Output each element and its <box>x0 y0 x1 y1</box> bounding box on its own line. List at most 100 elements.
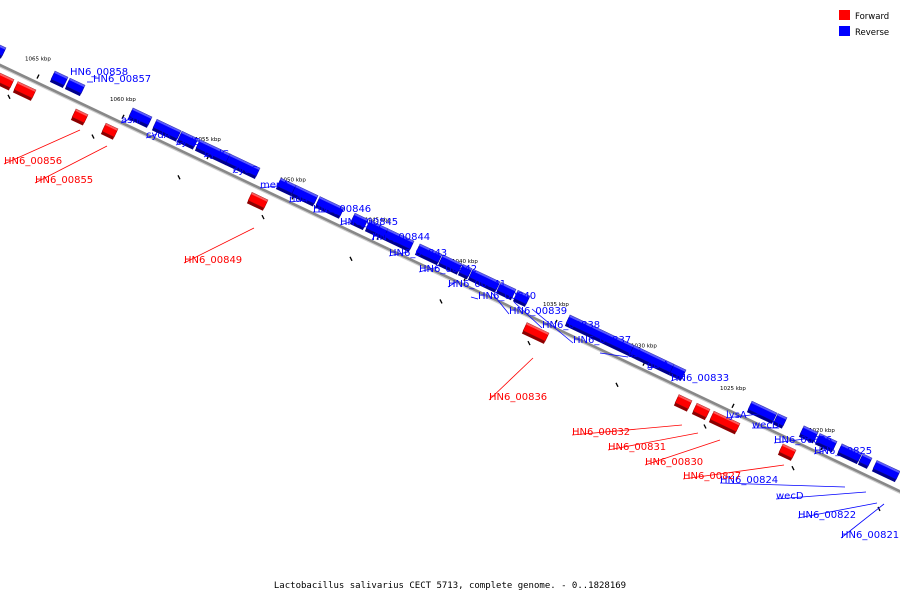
reverse-gene-box[interactable] <box>349 212 369 231</box>
forward-gene-label[interactable]: HN6_00832 <box>572 427 630 438</box>
track-dash <box>439 299 443 304</box>
track-dash <box>261 214 265 220</box>
track-dash <box>791 465 795 471</box>
forward-gene-label[interactable]: HN6_00855 <box>35 175 93 186</box>
reverse-gene-box[interactable] <box>564 314 635 357</box>
reverse-gene-label[interactable]: galA <box>647 360 669 371</box>
reverse-gene-box[interactable] <box>457 263 473 280</box>
reverse-gene-label[interactable]: HN6_00858 <box>70 67 128 78</box>
reverse-gene-label[interactable]: HN6_00857 <box>93 74 151 85</box>
reverse-gene-box[interactable] <box>628 344 675 376</box>
forward-gene-box[interactable] <box>673 394 693 412</box>
forward-gene-box[interactable] <box>12 81 37 101</box>
reverse-gene-box[interactable] <box>176 130 199 150</box>
reverse-gene-label-leader <box>599 352 629 358</box>
reverse-gene-box[interactable] <box>127 107 153 128</box>
forward-gene-label[interactable]: HN6_00836 <box>489 392 547 403</box>
scale-tick <box>554 319 558 325</box>
reverse-gene-box[interactable] <box>382 228 415 252</box>
reverse-gene-box[interactable] <box>772 413 788 429</box>
reverse-gene-label-leader <box>447 281 457 288</box>
forward-gene-label[interactable]: HN6_00856 <box>4 156 62 167</box>
forward-gene-label[interactable]: HN6_00849 <box>184 255 242 266</box>
reverse-gene-box[interactable] <box>495 281 517 301</box>
reverse-gene-box[interactable] <box>224 153 261 180</box>
reverse-gene-label-leader <box>719 482 846 488</box>
forward-gene-box[interactable] <box>521 322 550 344</box>
genome-backbone <box>0 63 900 493</box>
reverse-gene-box[interactable] <box>467 268 501 293</box>
reverse-gene-label[interactable]: ndh <box>289 194 308 205</box>
reverse-gene-box[interactable] <box>857 453 873 469</box>
forward-gene-box[interactable] <box>246 192 269 211</box>
reverse-gene-label[interactable]: cydC <box>204 149 229 160</box>
reverse-gene-label[interactable]: ssl <box>628 349 641 360</box>
reverse-gene-label[interactable]: lysA <box>726 410 747 421</box>
reverse-gene-box[interactable] <box>290 184 319 207</box>
reverse-gene-box[interactable] <box>746 400 778 424</box>
reverse-gene-box[interactable] <box>0 42 7 59</box>
reverse-gene-label[interactable]: HN6_00821 <box>841 530 899 541</box>
reverse-gene-label[interactable]: HN6_00843 <box>389 248 447 259</box>
reverse-gene-box[interactable] <box>871 460 900 483</box>
reverse-gene-label[interactable]: cydA <box>146 130 171 141</box>
reverse-gene-label[interactable]: HN6_00824 <box>720 475 778 486</box>
forward-gene-box[interactable] <box>0 72 15 91</box>
reverse-gene-box[interactable] <box>836 443 863 465</box>
reverse-gene-box[interactable] <box>437 254 463 275</box>
reverse-gene-label-leader <box>388 251 409 257</box>
reverse-gene-label-leader <box>491 292 510 315</box>
forward-gene-label[interactable]: HN6_00827 <box>683 471 741 482</box>
legend-reverse-swatch <box>839 26 850 36</box>
forward-gene-box[interactable] <box>100 122 119 140</box>
reverse-gene-box[interactable] <box>64 77 86 97</box>
reverse-gene-label[interactable]: HN6_00825 <box>814 446 872 457</box>
reverse-gene-label-leader <box>531 308 574 344</box>
forward-gene-box[interactable] <box>70 108 89 126</box>
reverse-gene-label[interactable]: HN6_00822 <box>798 510 856 521</box>
reverse-gene-label[interactable]: HN6_00838 <box>542 320 600 331</box>
reverse-gene-label[interactable]: HN6_00833 <box>671 373 729 384</box>
legend-reverse-label: Reverse <box>855 28 889 38</box>
reverse-gene-label[interactable]: cydB <box>176 137 201 148</box>
reverse-gene-box[interactable] <box>194 139 232 166</box>
reverse-gene-label[interactable]: HN6_00844 <box>372 232 430 243</box>
reverse-gene-label[interactable]: HN6_00841 <box>448 279 506 290</box>
forward-gene-label-leader <box>571 424 683 436</box>
scale-tick-label: 1030 kbp <box>631 344 657 350</box>
reverse-gene-box[interactable] <box>49 70 69 89</box>
reverse-gene-label[interactable]: asnA <box>121 115 146 126</box>
reverse-gene-label[interactable]: HN6_00840 <box>478 291 536 302</box>
reverse-gene-label-leader <box>175 140 187 146</box>
reverse-gene-label-leader <box>339 218 361 226</box>
forward-gene-box[interactable] <box>691 402 711 421</box>
reverse-gene-box[interactable] <box>814 433 838 453</box>
backbone-shadow <box>0 65 900 495</box>
reverse-gene-label[interactable]: HN6_00842 <box>419 264 477 275</box>
forward-gene-box[interactable] <box>777 443 797 461</box>
reverse-gene-box[interactable] <box>512 290 531 307</box>
forward-gene-label[interactable]: HN6_00831 <box>608 442 666 453</box>
reverse-gene-label[interactable]: HN6_00826 <box>774 435 832 446</box>
reverse-gene-label[interactable]: menA <box>260 180 289 191</box>
reverse-gene-label[interactable]: cydC <box>233 165 258 176</box>
reverse-gene-box[interactable] <box>151 119 182 142</box>
scale-tick-label: 1025 kbp <box>720 386 746 392</box>
reverse-gene-box[interactable] <box>414 243 443 266</box>
scale-tick-label: 1065 kbp <box>25 57 51 63</box>
reverse-gene-label-leader <box>797 502 878 519</box>
reverse-gene-label[interactable]: HN6_00839 <box>509 306 567 317</box>
reverse-gene-label-leader <box>470 296 479 300</box>
reverse-gene-label[interactable]: HN6_00845 <box>340 217 398 228</box>
reverse-gene-label[interactable]: wecD <box>776 491 804 502</box>
reverse-gene-label[interactable]: HN6_00837 <box>573 335 631 346</box>
scale-tick-label: 1040 kbp <box>452 259 478 265</box>
reverse-gene-box[interactable] <box>668 363 687 381</box>
forward-gene-label-leader <box>3 129 81 165</box>
scale-tick-label: 1050 kbp <box>280 177 306 183</box>
legend-forward-label: Forward <box>855 12 889 22</box>
reverse-gene-label-leader <box>813 448 830 455</box>
reverse-gene-label[interactable]: wecD <box>752 420 780 431</box>
forward-gene-label[interactable]: HN6_00830 <box>645 457 703 468</box>
reverse-gene-label[interactable]: HN6_00846 <box>313 204 371 215</box>
